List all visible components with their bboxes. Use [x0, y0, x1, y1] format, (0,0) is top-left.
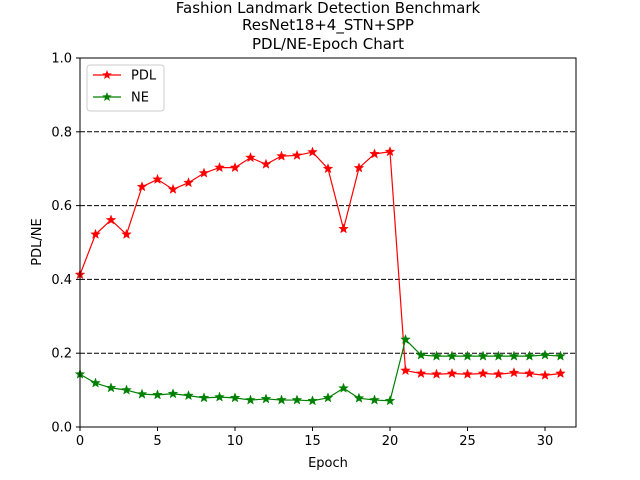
data-point-pdl — [136, 181, 148, 192]
data-point-ne — [245, 394, 256, 405]
data-point-pdl — [105, 214, 117, 225]
series-pdl — [74, 146, 566, 380]
data-point-ne — [524, 350, 535, 361]
data-point-pdl — [493, 368, 504, 379]
series-ne — [74, 333, 566, 406]
x-tick-label: 15 — [304, 434, 321, 449]
data-point-pdl — [276, 150, 287, 161]
data-point-ne — [229, 392, 241, 403]
data-point-pdl — [384, 146, 396, 157]
x-tick-label: 5 — [153, 434, 161, 449]
title-line-1: Fashion Landmark Detection Benchmark — [176, 0, 481, 17]
data-point-pdl — [415, 367, 427, 379]
grid-lines — [80, 131, 576, 354]
data-point-pdl — [446, 367, 458, 379]
data-point-ne — [152, 389, 163, 400]
data-point-pdl — [322, 163, 334, 174]
data-point-pdl — [369, 148, 380, 159]
plot-area — [80, 58, 576, 427]
data-point-pdl — [462, 368, 473, 379]
data-point-ne — [431, 350, 442, 361]
data-point-ne — [90, 377, 101, 388]
data-point-ne — [260, 393, 272, 404]
data-point-pdl — [431, 368, 442, 379]
data-point-ne — [369, 394, 380, 405]
data-point-ne — [555, 350, 566, 361]
data-point-pdl — [353, 162, 365, 173]
data-point-ne — [214, 391, 225, 402]
data-point-ne — [353, 392, 365, 403]
data-point-pdl — [539, 369, 551, 380]
x-axis-label: Epoch — [308, 456, 348, 471]
data-point-ne — [539, 349, 551, 360]
data-point-ne — [322, 392, 334, 403]
x-tick-label: 25 — [459, 434, 476, 449]
data-point-ne — [276, 394, 287, 405]
data-point-pdl — [214, 162, 225, 173]
data-point-pdl — [245, 152, 256, 163]
data-point-ne — [400, 333, 411, 345]
x-tick-label: 30 — [537, 434, 554, 449]
legend-label-ne: NE — [131, 91, 149, 106]
data-point-pdl — [555, 367, 566, 379]
y-tick-label: 0.0 — [51, 421, 72, 436]
legend-label-pdl: PDL — [131, 69, 157, 84]
y-tick-label: 0.2 — [51, 347, 72, 362]
y-axis-ticks: 0.0 0.2 0.4 0.6 0.8 1.0 — [51, 52, 80, 436]
data-point-ne — [121, 384, 132, 395]
data-point-pdl — [229, 162, 241, 173]
data-point-ne — [198, 392, 210, 403]
data-point-pdl — [338, 223, 349, 234]
x-tick-label: 0 — [76, 434, 84, 449]
y-tick-label: 0.4 — [51, 273, 72, 288]
data-point-pdl — [477, 367, 489, 379]
data-point-pdl — [121, 228, 132, 239]
data-point-ne — [508, 350, 520, 361]
data-point-ne — [291, 394, 303, 405]
y-axis-label: PDL/NE — [30, 218, 45, 265]
data-point-ne — [384, 395, 396, 406]
data-point-ne — [477, 350, 489, 361]
data-point-ne — [167, 388, 179, 399]
y-tick-label: 0.6 — [51, 199, 72, 214]
data-point-pdl — [260, 158, 272, 169]
series-layer — [74, 146, 566, 406]
legend-marker-ne — [102, 92, 112, 102]
data-point-ne — [493, 350, 504, 361]
data-point-pdl — [198, 167, 210, 178]
data-point-pdl — [152, 173, 163, 184]
data-point-pdl — [508, 367, 520, 378]
data-point-ne — [338, 382, 349, 393]
y-tick-label: 0.8 — [51, 125, 72, 140]
data-point-pdl — [90, 228, 101, 239]
data-point-ne — [415, 349, 427, 360]
y-tick-label: 1.0 — [51, 52, 72, 67]
data-point-pdl — [400, 364, 411, 376]
title-line-2: ResNet18+4_STN+SPP — [242, 16, 414, 35]
chart-title: Fashion Landmark Detection Benchmark Res… — [176, 0, 481, 53]
x-tick-label: 10 — [227, 434, 244, 449]
data-point-pdl — [307, 146, 318, 157]
data-point-pdl — [524, 367, 535, 379]
data-point-ne — [136, 388, 148, 399]
data-point-ne — [105, 382, 117, 393]
data-point-pdl — [167, 183, 179, 194]
data-point-pdl — [183, 177, 194, 188]
data-point-ne — [446, 350, 458, 361]
axes-frame — [79, 57, 577, 428]
title-line-3: PDL/NE-Epoch Chart — [252, 35, 404, 53]
data-point-pdl — [291, 149, 303, 160]
legend: PDL NE — [86, 64, 165, 112]
data-point-ne — [462, 350, 473, 361]
x-tick-label: 20 — [382, 434, 399, 449]
x-axis-ticks: 0 5 10 15 20 25 30 — [76, 427, 553, 449]
legend-marker-pdl — [102, 70, 112, 80]
data-point-ne — [307, 395, 318, 406]
legend-item-ne: NE — [93, 91, 149, 106]
data-point-ne — [183, 390, 194, 401]
legend-item-pdl: PDL — [93, 69, 157, 84]
